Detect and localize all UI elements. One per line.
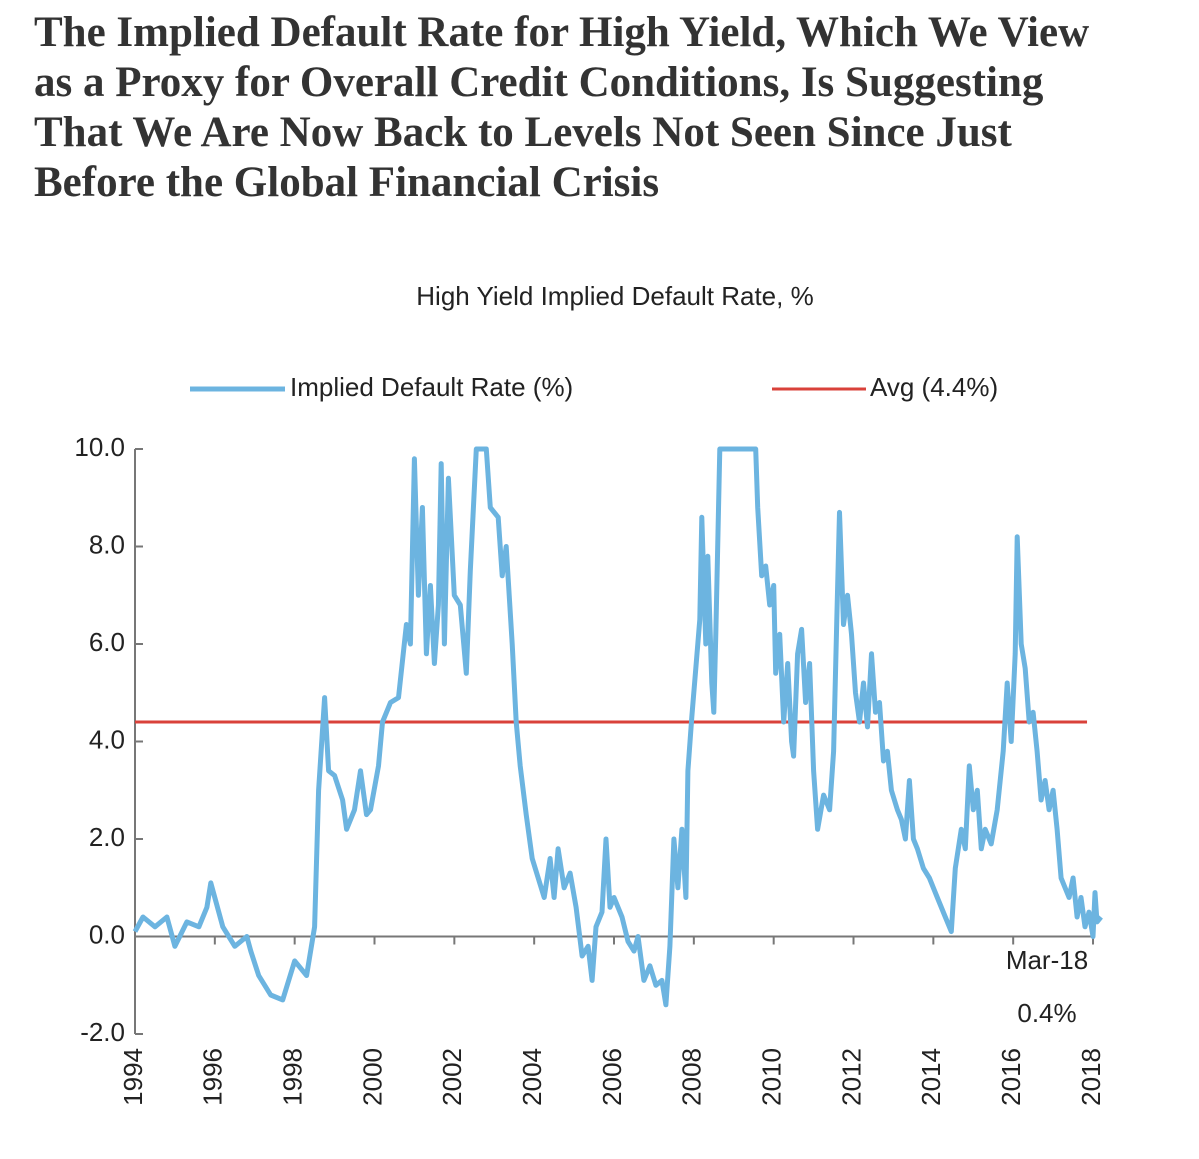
- x-tick-label: 2008: [677, 1048, 707, 1106]
- y-tick-label: 6.0: [89, 627, 125, 657]
- legend-label: Avg (4.4%): [870, 372, 998, 402]
- legend-label: Implied Default Rate (%): [290, 372, 573, 402]
- x-tick-label: 2018: [1076, 1048, 1106, 1106]
- chart-subtitle: High Yield Implied Default Rate, %: [416, 281, 813, 311]
- x-tick-label: 1996: [198, 1048, 228, 1106]
- y-tick-label: 4.0: [89, 724, 125, 754]
- annotation: 0.4%: [1017, 998, 1076, 1028]
- x-tick-label: 2006: [597, 1048, 627, 1106]
- chart-title: The Implied Default Rate for High Yield,…: [34, 9, 1090, 206]
- x-tick-label: 2000: [357, 1048, 387, 1106]
- x-tick-label: 2010: [757, 1048, 787, 1106]
- x-tick-label: 2004: [517, 1048, 547, 1106]
- annotation: Mar-18: [1006, 945, 1088, 975]
- x-tick-label: 2012: [836, 1048, 866, 1106]
- y-tick-label: 0.0: [89, 919, 125, 949]
- x-tick-label: 1994: [118, 1048, 148, 1106]
- y-tick-label: 2.0: [89, 822, 125, 852]
- data-line: [132, 446, 1103, 1008]
- x-tick-label: 2014: [916, 1048, 946, 1106]
- x-tick-label: 2016: [996, 1048, 1026, 1106]
- y-tick-label: 8.0: [89, 529, 125, 559]
- x-tick-label: 1998: [278, 1048, 308, 1106]
- y-tick-label: -2.0: [80, 1017, 125, 1047]
- x-tick-label: 2002: [437, 1048, 467, 1106]
- y-tick-label: 10.0: [74, 432, 125, 462]
